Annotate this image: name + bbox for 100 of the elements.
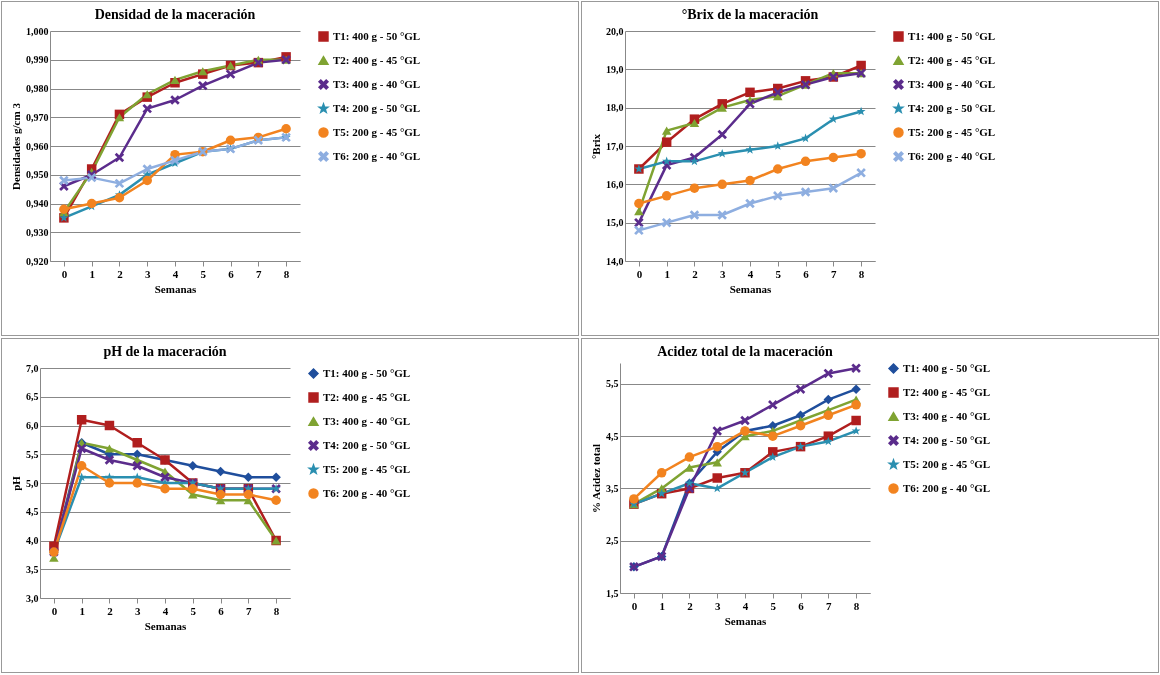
y-tick-label: 17,0	[606, 140, 624, 152]
y-tick-label: 0,960	[26, 140, 49, 152]
y-tick-label: 0,930	[26, 226, 49, 238]
y-tick-label: 0,920	[26, 255, 49, 267]
y-axis-title: pH	[10, 475, 22, 491]
x-tick-label: 1	[664, 267, 670, 280]
x-axis-title: Semanas	[144, 619, 187, 632]
x-tick-label: 5	[770, 599, 777, 612]
x-tick-label: 4	[747, 267, 754, 280]
y-tick-label: 5,5	[26, 448, 39, 460]
legend-label: T4: 200 g - 50 °GL	[903, 433, 991, 446]
chart-title: Densidad de la maceración	[94, 7, 256, 22]
x-tick-label: 6	[798, 599, 805, 612]
y-tick-label: 6,5	[26, 391, 39, 403]
legend-label: T6: 200 g - 40 °GL	[323, 486, 411, 499]
legend-label: T3: 400 g - 40 °GL	[908, 77, 996, 90]
y-tick-label: 20,0	[606, 25, 624, 37]
legend-label: T6: 200 g - 40 °GL	[903, 481, 991, 494]
y-tick-label: 4,5	[26, 506, 39, 518]
x-tick-label: 5	[190, 604, 197, 617]
x-tick-label: 7	[826, 599, 833, 612]
y-tick-label: 5,0	[26, 477, 39, 489]
y-tick-label: 14,0	[606, 255, 624, 267]
x-tick-label: 5	[775, 267, 782, 280]
y-tick-label: 0,970	[26, 111, 49, 123]
legend-label: T2: 400 g - 45 °GL	[908, 53, 996, 66]
y-tick-label: 3,5	[26, 563, 39, 575]
x-axis-title: Semanas	[729, 282, 772, 295]
legend-label: T1: 400 g - 50 °GL	[908, 29, 996, 42]
x-tick-label: 3	[144, 267, 151, 280]
x-tick-label: 3	[719, 267, 726, 280]
x-tick-label: 8	[858, 267, 865, 280]
y-tick-label: 0,990	[26, 54, 49, 66]
y-tick-label: 4,0	[26, 535, 39, 546]
x-tick-label: 4	[162, 604, 169, 617]
y-tick-label: 4,5	[606, 430, 619, 442]
y-tick-label: 19,0	[606, 63, 624, 75]
legend-label: T3: 400 g - 40 °GL	[323, 414, 411, 427]
x-tick-label: 0	[51, 604, 58, 617]
y-tick-label: 7,0	[26, 362, 39, 374]
x-tick-label: 1	[659, 599, 665, 612]
x-axis-title: Semanas	[724, 614, 767, 627]
x-tick-label: 3	[134, 604, 141, 617]
y-tick-label: 2,5	[606, 535, 619, 547]
y-tick-label: 0,980	[26, 83, 49, 94]
legend-label: T1: 400 g - 50 °GL	[323, 366, 411, 379]
legend-label: T3: 400 g - 40 °GL	[903, 409, 991, 422]
x-tick-label: 8	[273, 604, 280, 617]
x-tick-label: 6	[228, 267, 235, 280]
y-tick-label: 0,950	[26, 169, 49, 181]
x-tick-label: 4	[742, 599, 749, 612]
y-tick-label: 1,5	[606, 587, 619, 599]
x-tick-label: 1	[79, 604, 85, 617]
legend-label: T4: 200 g - 50 °GL	[333, 101, 421, 114]
y-axis-title: % Acidez total	[590, 443, 602, 514]
x-tick-label: 7	[246, 604, 253, 617]
x-tick-label: 0	[61, 267, 68, 280]
y-tick-label: 18,0	[606, 102, 624, 114]
x-tick-label: 7	[831, 267, 838, 280]
legend-label: T5: 200 g - 45 °GL	[333, 125, 421, 138]
legend-label: T6: 200 g - 40 °GL	[333, 149, 421, 162]
x-tick-label: 0	[631, 599, 638, 612]
chart-title: pH de la maceración	[103, 344, 227, 359]
x-tick-label: 8	[853, 599, 860, 612]
y-tick-label: 16,0	[606, 178, 624, 190]
y-tick-label: 5,5	[606, 378, 619, 390]
y-tick-label: 0,940	[26, 198, 49, 209]
legend-label: T2: 400 g - 45 °GL	[333, 53, 421, 66]
legend-label: T2: 400 g - 45 °GL	[323, 390, 411, 403]
chart-title: Acidez total de la maceración	[657, 344, 834, 359]
x-tick-label: 2	[107, 604, 114, 617]
legend-label: T1: 400 g - 50 °GL	[903, 361, 991, 374]
y-tick-label: 1,000	[26, 25, 49, 37]
x-tick-label: 1	[89, 267, 95, 280]
legend-label: T4: 200 g - 50 °GL	[908, 101, 996, 114]
legend-label: T1: 400 g - 50 °GL	[333, 29, 421, 42]
x-tick-label: 5	[200, 267, 207, 280]
x-axis-title: Semanas	[154, 282, 197, 295]
y-axis-title: °Brix	[590, 133, 602, 160]
y-tick-label: 3,0	[26, 592, 39, 604]
x-tick-label: 2	[117, 267, 124, 280]
x-tick-label: 7	[256, 267, 263, 280]
x-tick-label: 6	[218, 604, 225, 617]
chart-title: °Brix de la maceración	[681, 7, 819, 22]
legend-label: T2: 400 g - 45 °GL	[903, 385, 991, 398]
y-axis-title: Densidades g/cm 3	[10, 102, 22, 190]
legend-label: T4: 200 g - 50 °GL	[323, 438, 411, 451]
y-tick-label: 3,5	[606, 482, 619, 494]
legend-label: T5: 200 g - 45 °GL	[908, 125, 996, 138]
legend-label: T5: 200 g - 45 °GL	[903, 457, 991, 470]
x-tick-label: 8	[283, 267, 290, 280]
y-tick-label: 6,0	[26, 420, 39, 431]
x-tick-label: 6	[803, 267, 810, 280]
x-tick-label: 3	[714, 599, 721, 612]
y-tick-label: 15,0	[606, 217, 624, 229]
legend-label: T6: 200 g - 40 °GL	[908, 149, 996, 162]
x-tick-label: 2	[692, 267, 699, 280]
legend-label: T5: 200 g - 45 °GL	[323, 462, 411, 475]
x-tick-label: 2	[687, 599, 694, 612]
x-tick-label: 4	[172, 267, 179, 280]
